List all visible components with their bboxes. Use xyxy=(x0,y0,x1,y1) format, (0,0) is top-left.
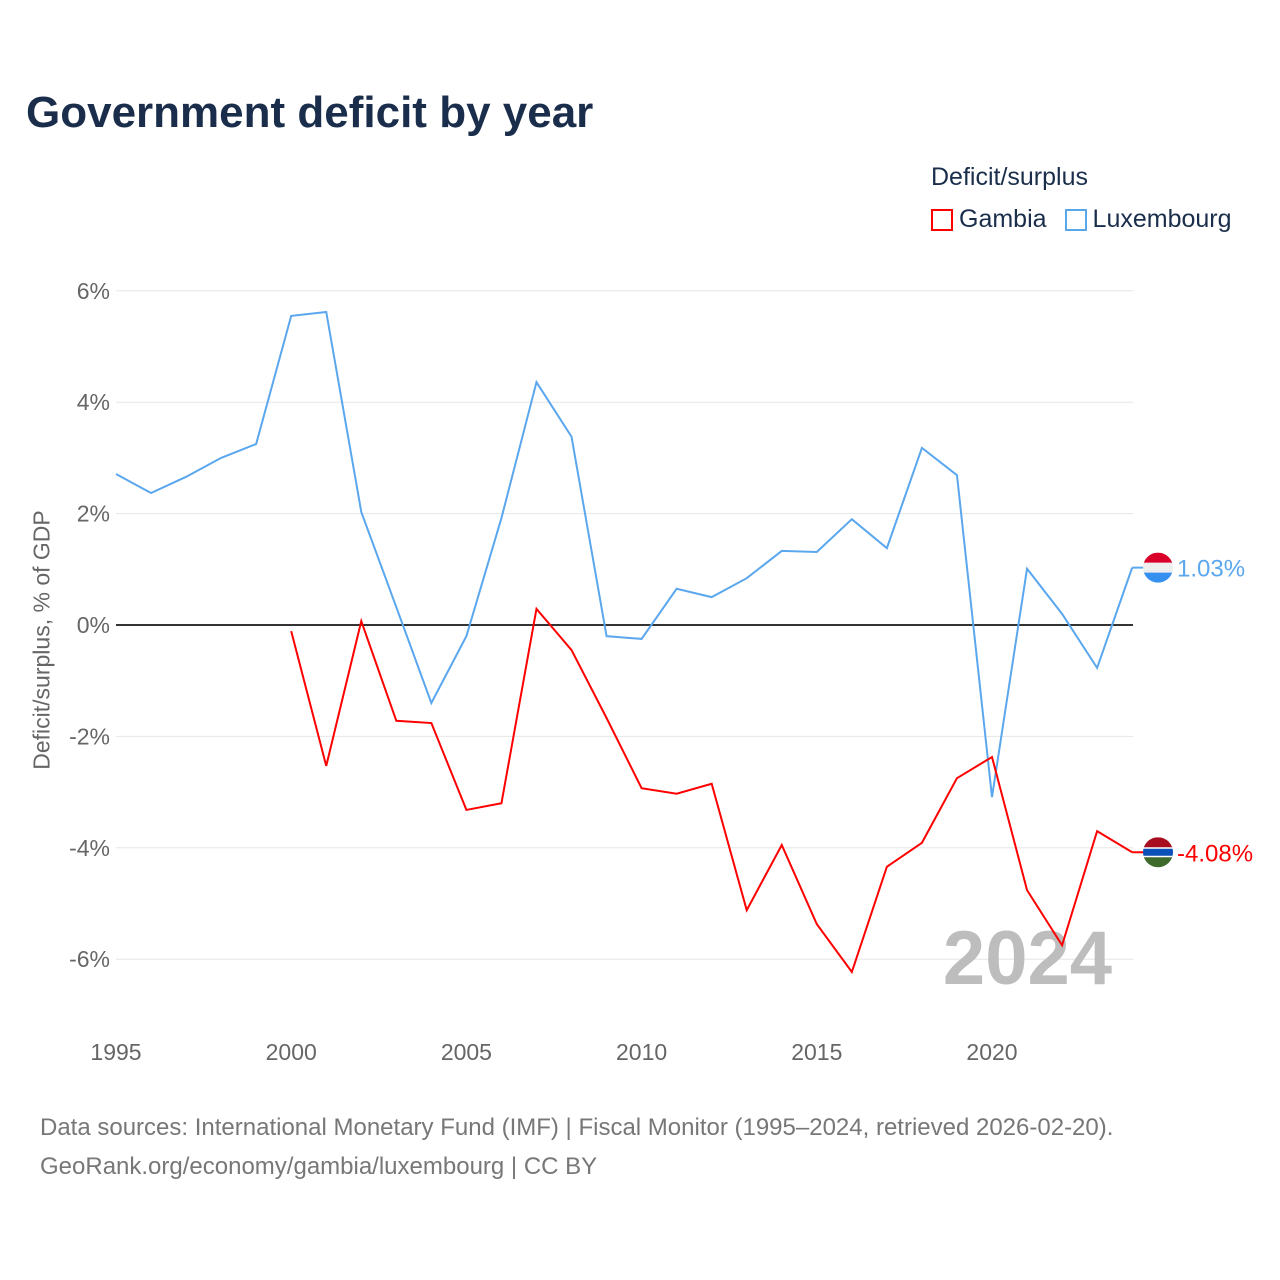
flag-stripe xyxy=(1143,848,1173,857)
x-tick-label: 2000 xyxy=(266,1039,317,1065)
y-tick-label: -4% xyxy=(69,835,110,861)
x-tick-label: 2005 xyxy=(441,1039,492,1065)
flag-stripe xyxy=(1143,855,1173,858)
x-tick-label: 1995 xyxy=(90,1039,141,1065)
legend: Gambia Luxembourg xyxy=(931,205,1232,234)
flag-stripe xyxy=(1143,837,1173,848)
legend-item-luxembourg[interactable]: Luxembourg xyxy=(1064,205,1232,234)
x-tick-label: 2015 xyxy=(791,1039,842,1065)
y-tick-label: -6% xyxy=(69,946,110,972)
y-tick-label: 6% xyxy=(77,278,110,304)
source-note: Data sources: International Monetary Fun… xyxy=(40,1108,1113,1186)
y-tick-label: 2% xyxy=(77,501,110,527)
legend-item-gambia[interactable]: Gambia xyxy=(931,205,1047,234)
source-line: Data sources: International Monetary Fun… xyxy=(40,1114,1114,1141)
flag-stripe xyxy=(1143,572,1173,583)
y-tick-label: 4% xyxy=(77,389,110,415)
flag-stripe xyxy=(1143,847,1173,850)
flag-stripe xyxy=(1143,857,1173,868)
source-link[interactable]: GeoRank.org/economy/gambia/luxembourg | … xyxy=(40,1153,598,1180)
legend-swatch xyxy=(1064,208,1087,231)
chart-title: Government deficit by year xyxy=(26,88,594,137)
flag-stripe xyxy=(1143,552,1173,564)
legend-label: Gambia xyxy=(959,205,1047,233)
y-tick-label: 0% xyxy=(77,612,110,638)
x-tick-label: 2010 xyxy=(616,1039,667,1065)
flag-luxembourg-icon xyxy=(1143,552,1173,583)
end-value-label: 1.03% xyxy=(1177,556,1245,583)
x-tick-label: 2020 xyxy=(966,1039,1017,1065)
legend-title: Deficit/surplus xyxy=(931,163,1088,191)
y-tick-label: -2% xyxy=(69,723,110,749)
series-line-luxembourg xyxy=(115,310,1134,798)
legend-swatch xyxy=(931,208,953,231)
series-line-gambia xyxy=(290,606,1133,975)
flag-gambia-icon xyxy=(1143,837,1173,868)
flag-stripe xyxy=(1143,562,1173,574)
end-value-label: -4.08% xyxy=(1177,840,1253,867)
legend-label: Luxembourg xyxy=(1092,205,1232,233)
year-watermark: 2024 xyxy=(943,916,1112,1001)
